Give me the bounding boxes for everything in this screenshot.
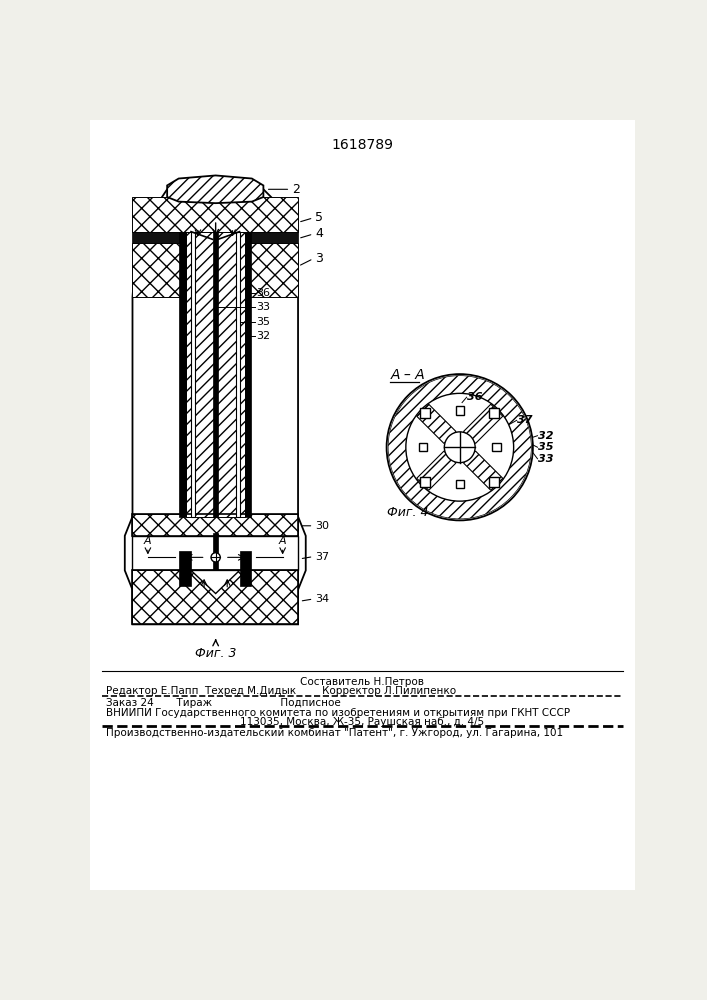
Bar	[240, 551, 251, 586]
Text: 2: 2	[292, 183, 300, 196]
Text: 33: 33	[256, 302, 269, 312]
Bar	[180, 551, 191, 586]
Bar	[244, 243, 298, 297]
Bar	[132, 197, 298, 232]
Bar	[421, 477, 431, 487]
Circle shape	[387, 374, 533, 520]
Bar	[132, 570, 298, 624]
Bar	[455, 480, 464, 488]
Circle shape	[444, 432, 475, 463]
Text: Редактор Е.Папп  Техред М.Дидык        Корректор Л.Пилипенко: Редактор Е.Папп Техред М.Дидык Корректор…	[105, 686, 456, 696]
Text: Фиг. 4: Фиг. 4	[387, 506, 428, 519]
Text: 1618789: 1618789	[331, 138, 393, 152]
Polygon shape	[167, 175, 264, 203]
Polygon shape	[416, 404, 456, 443]
Text: 32: 32	[256, 331, 270, 341]
Text: Заказ 24       Тираж                     Подписное: Заказ 24 Тираж Подписное	[105, 698, 340, 708]
Text: 37: 37	[315, 552, 329, 562]
Text: 36: 36	[256, 288, 269, 298]
Text: 34: 34	[315, 594, 329, 604]
Bar	[180, 232, 186, 517]
Bar	[132, 536, 298, 570]
Text: 3: 3	[315, 252, 323, 265]
Circle shape	[388, 376, 532, 519]
Polygon shape	[191, 570, 240, 594]
Text: 113035, Москва, Ж-35, Раушская наб., д. 4/5: 113035, Москва, Ж-35, Раушская наб., д. …	[240, 717, 484, 727]
Text: 32: 32	[538, 431, 554, 441]
Bar	[132, 243, 187, 297]
Polygon shape	[464, 404, 503, 443]
Bar	[132, 514, 298, 536]
Bar	[421, 408, 431, 418]
Bar	[191, 232, 195, 517]
Bar	[213, 533, 218, 570]
Text: 35: 35	[538, 442, 554, 452]
Text: 5: 5	[315, 211, 323, 224]
Circle shape	[211, 553, 221, 562]
Text: A: A	[144, 536, 152, 546]
Bar	[489, 477, 499, 487]
Text: 37: 37	[518, 415, 533, 425]
Polygon shape	[125, 178, 305, 624]
Circle shape	[406, 393, 514, 501]
Text: Составитель Н.Петров: Составитель Н.Петров	[300, 677, 424, 687]
Bar	[419, 443, 427, 451]
Bar	[132, 232, 185, 243]
Bar	[132, 514, 298, 536]
Text: 4: 4	[315, 227, 323, 240]
Text: 35: 35	[256, 317, 269, 327]
Bar	[245, 232, 251, 517]
Text: 36: 36	[467, 392, 483, 402]
Bar	[489, 408, 499, 418]
Text: Производственно-издательский комбинат "Патент", г. Ужгород, ул. Гагарина, 101: Производственно-издательский комбинат "П…	[105, 728, 563, 738]
Bar	[186, 232, 245, 517]
Polygon shape	[464, 451, 503, 490]
Text: A: A	[279, 536, 286, 546]
Text: 30: 30	[315, 521, 329, 531]
Bar	[246, 232, 298, 243]
Bar	[493, 443, 501, 451]
Bar	[235, 232, 240, 517]
Polygon shape	[416, 451, 456, 490]
Circle shape	[390, 377, 530, 517]
Bar	[213, 232, 218, 517]
Bar	[132, 570, 298, 624]
Text: A – A: A – A	[390, 368, 425, 382]
Bar	[455, 406, 464, 415]
Text: ВНИИПИ Государственного комитета по изобретениям и открытиям при ГКНТ СССР: ВНИИПИ Государственного комитета по изоб…	[105, 708, 570, 718]
Text: Фиг. 3: Фиг. 3	[195, 647, 236, 660]
Text: 33: 33	[538, 454, 554, 464]
